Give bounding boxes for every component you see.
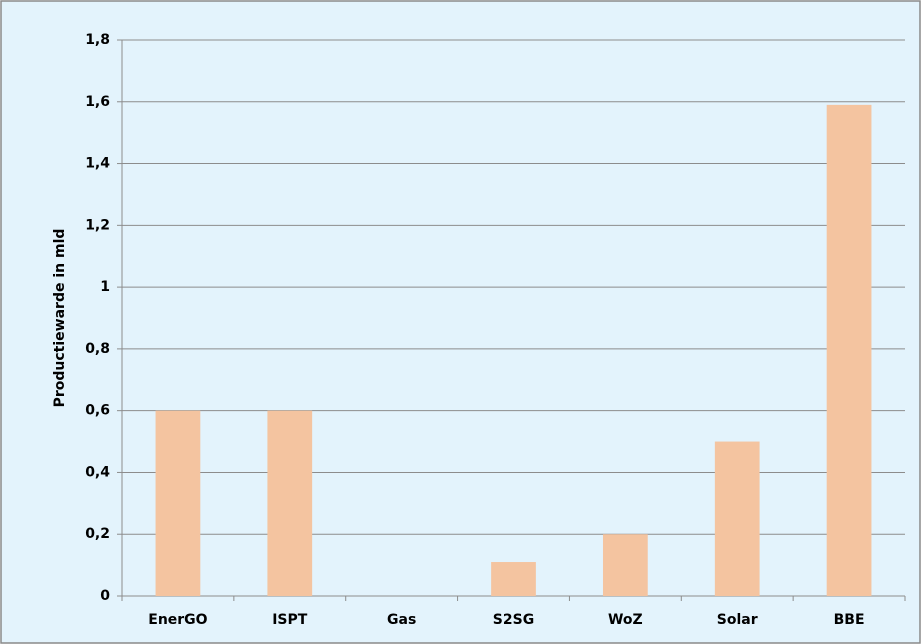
- y-tick-label: 1,2: [85, 217, 110, 233]
- y-tick-label: 0,4: [85, 464, 110, 480]
- bar: [155, 410, 201, 596]
- x-tick-label: Gas: [387, 612, 416, 628]
- bar: [826, 104, 872, 596]
- x-tick-label: WoZ: [608, 612, 643, 628]
- y-tick-label: 0,6: [85, 403, 110, 419]
- y-tick-label: 0,8: [85, 341, 110, 357]
- y-tick-label: 1,4: [85, 156, 110, 172]
- x-tick-label: ISPT: [272, 612, 308, 628]
- bar: [267, 410, 313, 596]
- x-tick-label: EnerGO: [148, 612, 207, 628]
- bar: [714, 441, 760, 596]
- x-tick-label: Solar: [717, 612, 758, 628]
- x-tick-label: S2SG: [493, 612, 534, 628]
- y-axis-label: Productiewarde in mld: [52, 229, 68, 408]
- y-tick-label: 1,8: [85, 32, 110, 48]
- x-tick-label: BBE: [834, 612, 865, 628]
- y-tick-label: 0,2: [85, 526, 110, 542]
- y-tick-label: 0: [100, 588, 110, 604]
- y-tick-label: 1: [100, 279, 110, 295]
- y-tick-label: 1,6: [85, 94, 110, 110]
- bar: [491, 562, 536, 596]
- bar: [602, 534, 648, 596]
